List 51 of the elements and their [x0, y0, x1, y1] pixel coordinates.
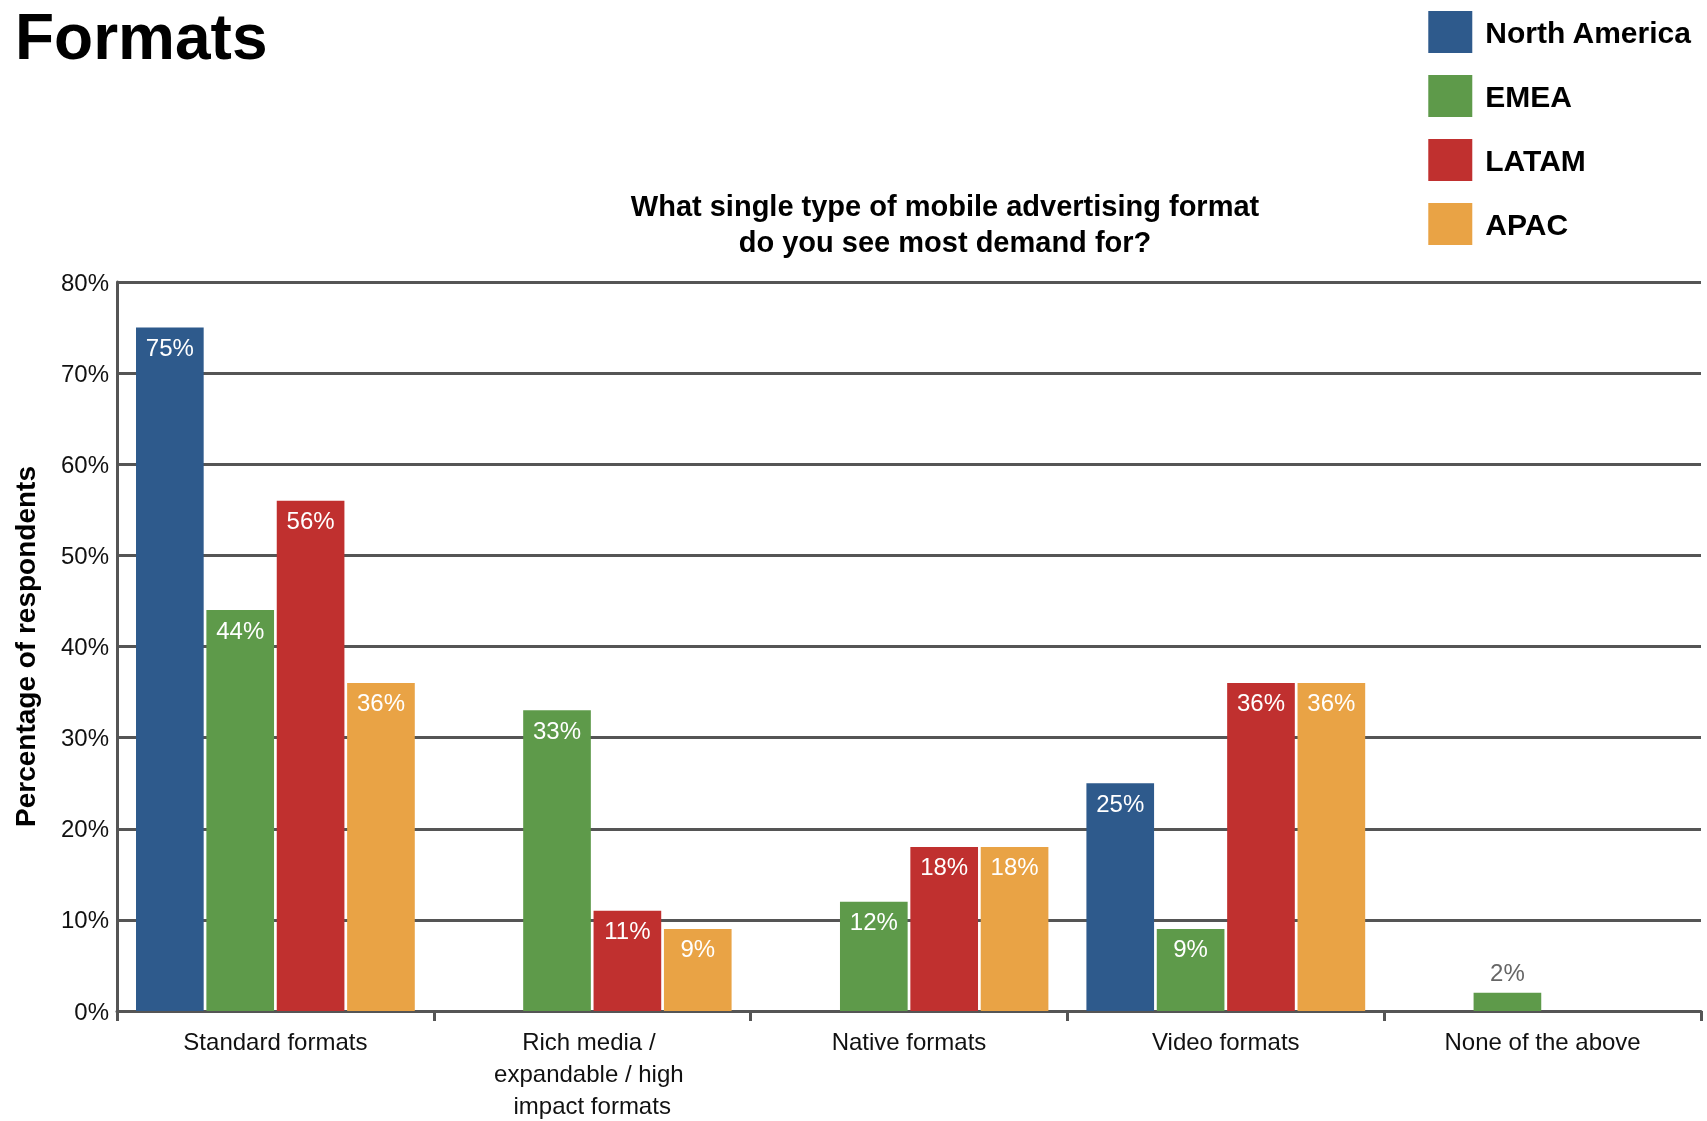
data-label: 9% — [680, 935, 716, 963]
data-label: 25% — [1096, 789, 1145, 817]
bar — [910, 846, 979, 1011]
legend-label: EMEA — [1485, 79, 1572, 113]
x-tick-label: Video formats — [1151, 1027, 1300, 1055]
y-tick-label: 50% — [60, 541, 109, 569]
bar — [1086, 783, 1155, 1011]
data-label: 33% — [532, 716, 582, 744]
y-tick-label: 20% — [60, 815, 109, 843]
bar — [839, 901, 908, 1011]
data-label: 36% — [1236, 689, 1286, 717]
y-tick-label: 0% — [74, 997, 109, 1025]
data-label: 18% — [990, 853, 1039, 881]
chart-title: Formats — [15, 1, 268, 73]
bar — [980, 846, 1049, 1011]
bar — [1227, 682, 1295, 1011]
data-label: 36% — [356, 689, 405, 717]
data-label: 2% — [1490, 959, 1525, 987]
data-label: 56% — [286, 507, 335, 535]
y-axis-title: Percentage of respondents — [9, 466, 41, 827]
legend-label: LATAM — [1485, 143, 1586, 177]
y-tick-label: 40% — [60, 633, 109, 660]
data-label: 75% — [145, 334, 194, 362]
bar — [663, 928, 732, 1011]
data-label: 11% — [604, 917, 651, 945]
bar — [136, 327, 204, 1011]
x-tick-label: Standard formats — [183, 1027, 368, 1055]
bar — [1297, 682, 1366, 1011]
bar — [206, 610, 275, 1011]
legend-label: APAC — [1485, 207, 1569, 241]
legend-label: North America — [1485, 15, 1692, 49]
y-tick-label: 80% — [60, 268, 109, 296]
x-tick-label: Rich media / expandable / high impact formats — [494, 1027, 691, 1119]
bar — [1473, 992, 1542, 1011]
bar — [1156, 928, 1225, 1011]
x-tick-label: Native formats — [831, 1027, 987, 1055]
bar — [276, 500, 345, 1011]
chart-subtitle: What single type of mobile advertising format do you see most demand for? — [630, 190, 1260, 258]
bar — [347, 682, 415, 1011]
data-label: 12% — [849, 908, 898, 936]
bar — [593, 910, 662, 1011]
bar — [523, 710, 591, 1011]
y-tick-label: 30% — [60, 724, 109, 752]
x-tick-label: None of the above — [1444, 1027, 1641, 1055]
data-label: 36% — [1307, 689, 1356, 717]
y-tick-label: 60% — [60, 450, 109, 478]
data-label: 18% — [920, 853, 969, 881]
y-tick-label: 70% — [60, 359, 109, 387]
data-label: 9% — [1173, 935, 1208, 963]
data-label: 44% — [216, 616, 265, 644]
y-tick-label: 10% — [60, 906, 109, 934]
